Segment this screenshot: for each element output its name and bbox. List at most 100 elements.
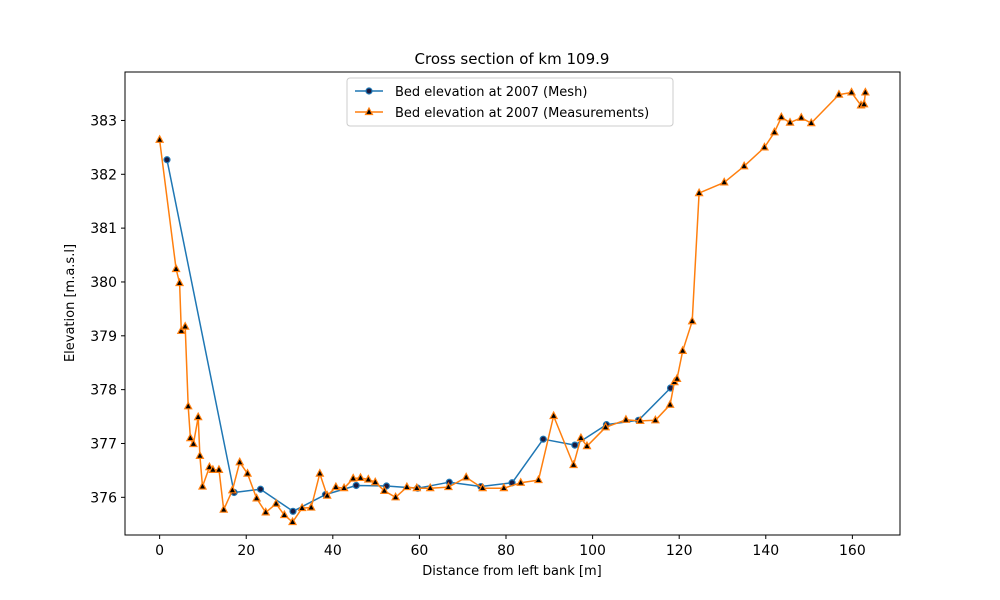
x-tick-label: 100 [579, 543, 606, 559]
series-2-point [339, 482, 349, 492]
series-2 [155, 87, 870, 526]
x-tick-label: 0 [155, 543, 164, 559]
series-2-point [261, 507, 271, 516]
series-2-point [847, 87, 857, 96]
series-2-point [796, 112, 806, 121]
legend-label: Bed elevation at 2007 (Mesh) [395, 85, 587, 100]
series-2-point [155, 134, 165, 143]
series-2-point [370, 476, 380, 486]
series-2-point [356, 472, 366, 482]
series-2-point [208, 464, 218, 473]
series-2-point [402, 481, 412, 491]
series-2-point [860, 87, 870, 96]
series-2-point [569, 459, 579, 469]
series-1-point [352, 481, 360, 490]
series-2-point [576, 432, 586, 442]
series-2-line [158, 91, 867, 523]
series-2-point [193, 411, 203, 421]
series-2-point [461, 472, 471, 481]
series-2-point [391, 492, 401, 501]
y-tick-label: 382 [90, 167, 117, 183]
series-2-point [235, 457, 245, 466]
series-2-point [315, 468, 325, 477]
series-2-point [227, 485, 237, 494]
x-axis-label: Distance from left bank [m] [422, 564, 601, 579]
series-2-point [175, 277, 185, 287]
series-2-point [806, 117, 816, 127]
series-2-point [425, 482, 435, 492]
y-tick-label: 376 [90, 490, 117, 506]
legend-box [346, 77, 674, 127]
series-2-point [859, 99, 869, 108]
series-2-point [412, 482, 422, 492]
series-2-point [195, 450, 205, 459]
x-tick-label: 120 [666, 543, 693, 559]
x-tick-label: 160 [839, 543, 866, 559]
series-2-point [694, 187, 704, 197]
series-2-point [331, 481, 341, 491]
series-2-point [785, 117, 795, 126]
series-2-point [478, 482, 488, 492]
y-tick-label: 378 [90, 383, 117, 399]
series-2-point [516, 477, 526, 486]
series-2-point [582, 440, 592, 450]
y-tick-label: 380 [90, 275, 117, 291]
legend-marker [364, 106, 374, 116]
series-2-point [243, 468, 253, 477]
chart-title: Cross section of km 109.9 [415, 50, 610, 68]
legend: Bed elevation at 2007 (Mesh) Bed elevatio… [346, 77, 674, 127]
series-2-point [185, 432, 195, 442]
series-2-point [739, 160, 749, 170]
series-2-point [769, 127, 779, 136]
series-2-point [533, 474, 543, 484]
y-tick-label: 381 [90, 221, 117, 237]
series-1-line [166, 159, 672, 513]
series-1-point [571, 441, 579, 449]
series-2-point [252, 493, 262, 502]
series-2-point [279, 509, 289, 519]
series-2-point [635, 415, 645, 424]
series-2-point [678, 345, 688, 354]
legend-entry-1: Bed elevation at 2007 (Mesh) [355, 85, 587, 100]
x-axis-ticks: 0 20 40 60 80 100 120 140 160 [155, 535, 866, 559]
series-2-point [719, 177, 729, 186]
series-2-point [176, 325, 186, 335]
series-2-point [363, 474, 373, 483]
x-tick-label: 20 [237, 543, 255, 559]
series-2-point [288, 516, 298, 526]
series-2-point [219, 504, 229, 513]
series-2-point [443, 481, 453, 491]
series-2-point [271, 498, 281, 507]
x-tick-label: 80 [497, 543, 515, 559]
series-2-point [348, 473, 358, 482]
series-1-point [256, 485, 265, 493]
y-tick-label: 379 [90, 329, 117, 345]
legend-marker [365, 87, 373, 95]
x-tick-label: 140 [752, 543, 779, 559]
series-2-point [759, 142, 769, 151]
y-tick-label: 383 [90, 113, 117, 129]
x-tick-label: 60 [410, 543, 428, 559]
series-2-point [621, 414, 631, 423]
legend-label: Bed elevation at 2007 (Measurements) [395, 106, 649, 121]
series-2-point [834, 89, 844, 98]
y-axis-label: Elevation [m.a.s.l] [63, 244, 78, 362]
legend-entry-2: Bed elevation at 2007 (Measurements) [355, 106, 649, 121]
series-2-point [188, 438, 198, 448]
series-2-point [214, 464, 224, 473]
series-2-point [499, 482, 509, 492]
series-2-point [180, 321, 190, 330]
series-1-point [163, 156, 171, 164]
series-2-point [171, 263, 181, 273]
series-2-point [322, 490, 332, 499]
plot-area [155, 87, 870, 526]
series-2-point [601, 422, 611, 431]
series-2-point [306, 502, 316, 511]
series-2-point [776, 111, 786, 121]
series-2-point [650, 415, 660, 424]
y-tick-label: 377 [90, 436, 117, 452]
y-axis-ticks: 376 377 378 379 380 381 382 383 [90, 113, 125, 506]
series-2-point [379, 485, 389, 494]
axes-frame [124, 71, 901, 536]
